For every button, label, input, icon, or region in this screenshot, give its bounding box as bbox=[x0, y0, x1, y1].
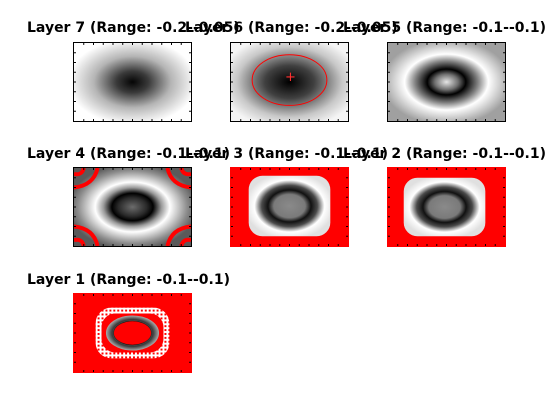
plot-axes-layer7 bbox=[73, 42, 192, 122]
heatmap-layer5 bbox=[388, 43, 505, 121]
contour-ring bbox=[112, 319, 153, 347]
plot-axes-layer3 bbox=[230, 167, 349, 247]
heatmap-blob bbox=[74, 43, 191, 121]
contour-bottom-left-outer bbox=[74, 224, 100, 246]
panel-title-layer2: Layer 2 (Range: -0.1--0.1) bbox=[343, 146, 546, 162]
panel-title-layer6: Layer 6 (Range: -0.2--0.05) bbox=[185, 20, 398, 36]
heatmap-blob bbox=[231, 43, 348, 121]
axis-ticks bbox=[388, 43, 505, 121]
panel-title-layer4: Layer 4 (Range: -0.1--0.1) bbox=[27, 146, 230, 162]
axis-ticks bbox=[231, 168, 348, 246]
plot-axes-layer2 bbox=[387, 167, 506, 247]
heatmap-layer7 bbox=[74, 43, 191, 121]
heatmap-layer4 bbox=[74, 168, 191, 246]
plot-axes-layer4 bbox=[73, 167, 192, 247]
heatmap-layer1 bbox=[74, 294, 191, 372]
axis-ticks bbox=[388, 168, 505, 246]
heatmap-ring bbox=[248, 175, 331, 237]
panel-title-layer3: Layer 3 (Range: -0.1--0.1) bbox=[185, 146, 388, 162]
panel-title-layer1: Layer 1 (Range: -0.1--0.1) bbox=[27, 272, 230, 288]
center-red-fill bbox=[113, 321, 152, 345]
axis-ticks bbox=[74, 294, 191, 372]
heatmap-layer2 bbox=[388, 168, 505, 246]
contour-bottom-right-outer bbox=[165, 224, 191, 246]
plot-axes-layer5 bbox=[387, 42, 506, 122]
contour-top-left-outer bbox=[74, 168, 100, 190]
heatmap-layer6 bbox=[231, 43, 348, 121]
axis-ticks bbox=[74, 43, 191, 121]
panel-title-layer5: Layer 5 (Range: -0.1--0.1) bbox=[343, 20, 546, 36]
heatmap-ring bbox=[388, 43, 505, 121]
heatmap-ring bbox=[403, 177, 486, 237]
heatmap-ring bbox=[74, 168, 191, 246]
plot-axes-layer6: + bbox=[230, 42, 349, 122]
panel-title-layer7: Layer 7 (Range: -0.2--0.05) bbox=[27, 20, 240, 36]
plot-axes-layer1 bbox=[73, 293, 192, 373]
contour-ellipse bbox=[251, 54, 328, 106]
center-marker-icon: + bbox=[285, 70, 296, 85]
axis-ticks bbox=[231, 43, 348, 121]
contour-top-right-outer bbox=[165, 168, 191, 190]
heatmap-layer3 bbox=[231, 168, 348, 246]
axis-ticks bbox=[74, 168, 191, 246]
